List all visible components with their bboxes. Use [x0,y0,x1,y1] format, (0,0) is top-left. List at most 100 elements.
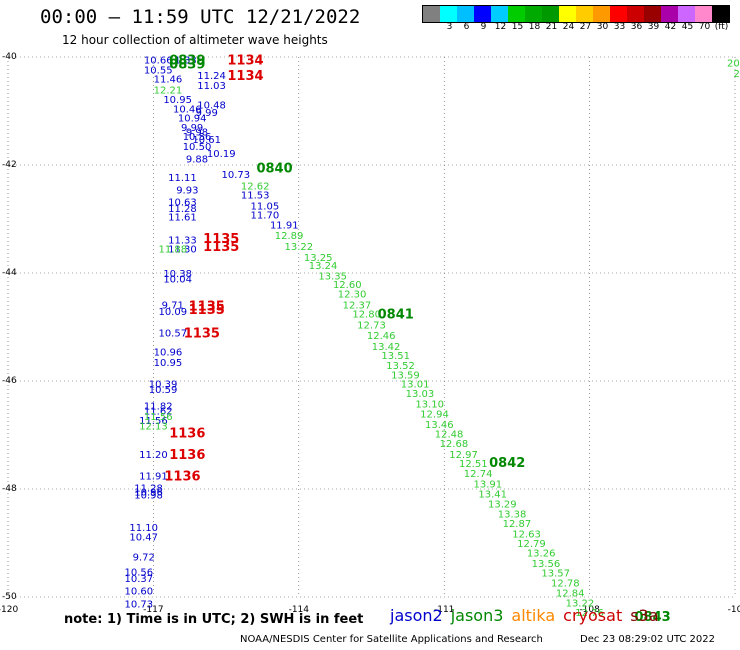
swh-value: 11.70 [251,211,280,222]
swh-value: 10.46 [173,104,202,115]
y-tick-label: -50 [2,592,17,602]
swh-value: 13.01 [401,380,430,391]
swh-value: 12.62 [241,182,270,193]
swh-value: 12.37 [343,300,372,311]
swh-value: 10.96 [154,347,183,358]
swh-value: 10.59 [149,385,178,396]
swh-value: 11.46 [154,75,183,86]
swh-value: 9.98 [186,128,208,139]
swh-value: 10.96 [134,488,163,499]
swh-value: 9.71 [162,300,184,311]
swh-value: 10.37 [125,574,154,585]
x-tick-label: -117 [143,605,163,615]
swh-value: 13.03 [406,389,435,400]
swh-value: 12.30 [338,290,367,301]
legend-label: 33 [613,22,626,32]
swh-value: 12.21 [154,85,183,96]
swh-value: 9.99 [181,123,203,134]
footer-credit: NOAA/NESDIS Center for Satellite Applica… [240,634,543,645]
legend-swatch [525,6,542,22]
legend-swatch [610,6,627,22]
x-tick-label: -111 [434,605,454,615]
time-label: 1136 [169,448,205,463]
swh-value: 10.73 [125,599,154,610]
swh-value: 10.48 [197,101,226,112]
swh-value: 13.46 [425,420,454,431]
swh-value: 12.84 [556,589,585,600]
legend-label: 3 [446,22,453,32]
time-label: 1136 [164,470,200,485]
note-text: note: 1) Time is in UTC; 2) SWH is in fe… [64,612,364,627]
time-label: 0840 [256,162,292,177]
swh-value: 12.60 [333,280,362,291]
x-tick-label: -108 [579,605,600,615]
time-label: 0839 [169,57,205,72]
legend-swatch [695,6,712,22]
satellite-jason2: jason2 [390,606,443,625]
swh-value: 12.97 [449,450,478,461]
swh-value: 11.03 [197,81,226,92]
legend-swatch [576,6,593,22]
legend-swatch [508,6,525,22]
legend-swatch [491,6,508,22]
swh-value: 11.30 [168,245,197,256]
satellite-legend: jason2 jason3 altika cryosat s3a [390,606,667,625]
swh-value: 11.24 [197,71,226,82]
swh-value: 13.59 [391,371,420,382]
swh-value: 11.28 [134,483,163,494]
swh-value: 10.95 [154,358,183,369]
y-tick-label: -40 [2,52,17,62]
legend-label: 36 [630,22,643,32]
legend-label: 18 [528,22,541,32]
time-label: 0842 [489,456,525,471]
swh-value: 10.94 [178,113,207,124]
swh-value: 10.60 [125,587,154,598]
swh-value: 13.29 [488,500,517,511]
legend-label: 39 [647,22,660,32]
swh-value: 12.46 [367,331,396,342]
swh-value: 10.98 [134,490,163,501]
swh-value: 9.99 [196,108,218,119]
swh-value: 13.25 [304,253,333,264]
swh-value: 12.87 [503,519,532,530]
legend-swatch [457,6,474,22]
swh-value: 10.61 [192,135,221,146]
footer-date: Dec 23 08:29:02 UTC 2022 [580,634,715,645]
legend-label: (ft) [714,22,729,32]
legend-swatch [644,6,661,22]
y-tick-label: -46 [2,376,17,386]
swh-value: 13.57 [541,569,570,580]
swh-value: 11.20 [139,450,168,461]
swh-value: 12.51 [459,459,488,470]
legend-label: 6 [463,22,470,32]
swh-value: 12.48 [435,429,464,440]
legend-label: 15 [511,22,524,32]
legend-swatch [559,6,576,22]
swh-value: 13.56 [532,559,561,570]
swh-value: 12.78 [551,578,580,589]
swh-value: 13.24 [309,261,338,272]
time-label: 0841 [378,308,414,323]
x-tick-label: -114 [289,605,310,615]
swh-value: 12.80 [352,310,381,321]
swh-value: 11.91 [139,472,168,483]
time-label: 1134 [227,69,263,84]
swh-value: 10.38 [163,269,192,280]
swh-value: 11.33 [168,236,197,247]
swh-value: 10.56 [183,132,212,143]
swh-value: 9.72 [133,553,155,564]
time-label: 0843 [635,610,671,625]
swh-value: 10.19 [207,149,236,160]
legend-swatch [593,6,610,22]
time-label: 1135 [203,240,239,255]
swh-value: 13.38 [498,509,527,520]
legend-swatch [423,6,440,22]
time-label: 1135 [184,326,220,341]
y-tick-label: -42 [2,160,17,170]
swh-value: 13.42 [372,342,401,353]
swh-value: 10.04 [163,274,192,285]
y-tick-label: -44 [2,268,17,278]
swh-value: 13.41 [478,489,507,500]
swh-value: 13.35 [318,272,347,283]
